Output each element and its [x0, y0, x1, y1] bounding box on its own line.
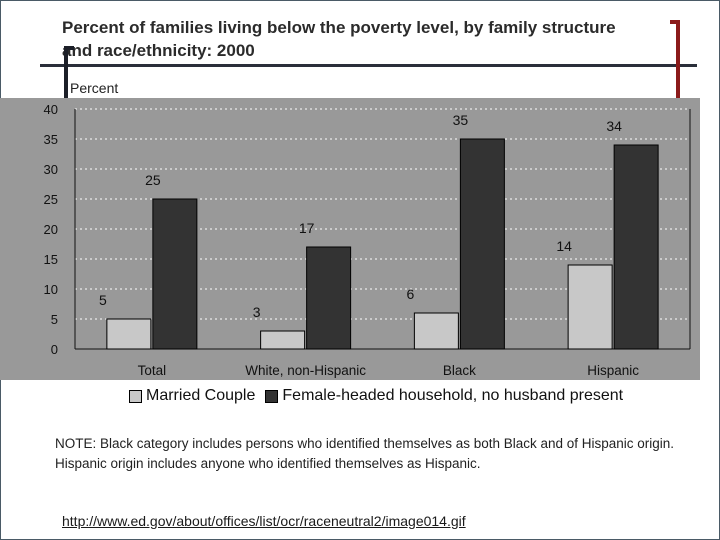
x-tick-label: Black — [443, 363, 476, 378]
data-label-married-couple: 14 — [556, 238, 572, 254]
legend-item-female-headed: Female-headed household, no husband pres… — [265, 387, 623, 405]
y-tick-label: 15 — [44, 252, 58, 267]
y-tick-label: 30 — [44, 162, 58, 177]
bar-female-headed — [613, 144, 659, 350]
data-label-married-couple: 3 — [253, 304, 261, 320]
legend-label-female-headed: Female-headed household, no husband pres… — [282, 387, 624, 404]
bar-married-couple — [413, 312, 459, 350]
data-label-female-headed: 17 — [299, 220, 315, 236]
bar-married-couple — [260, 330, 306, 350]
bar-female-headed — [306, 246, 352, 350]
chart-title: Percent of families living below the pov… — [62, 18, 616, 60]
legend-swatch-married-couple — [129, 389, 142, 403]
data-label-married-couple: 6 — [406, 286, 414, 302]
y-tick-label: 35 — [44, 132, 58, 147]
bar-female-headed — [152, 198, 198, 350]
title-divider — [40, 64, 697, 67]
y-tick-label: 10 — [44, 282, 58, 297]
data-label-female-headed: 35 — [453, 112, 469, 128]
bar-married-couple — [106, 318, 152, 350]
data-label-female-headed: 25 — [145, 172, 161, 188]
x-tick-label: White, non-Hispanic — [245, 363, 366, 378]
legend-label-married-couple: Married Couple — [146, 387, 256, 404]
x-tick-label: Hispanic — [587, 363, 639, 378]
bar-married-couple — [567, 264, 613, 350]
legend-item-married-couple: Married Couple — [129, 387, 255, 405]
chart-note: NOTE: Black category includes persons wh… — [55, 436, 675, 471]
y-tick-label: 25 — [44, 192, 58, 207]
x-tick-label: Total — [138, 363, 167, 378]
y-tick-label: 5 — [51, 312, 58, 327]
data-label-married-couple: 5 — [99, 292, 107, 308]
bar-female-headed — [459, 138, 505, 350]
y-tick-label: 40 — [44, 102, 58, 117]
y-tick-label: 0 — [51, 342, 58, 357]
y-tick-label: 20 — [44, 222, 58, 237]
y-axis-label: Percent — [70, 80, 118, 96]
source-link[interactable]: http://www.ed.gov/about/offices/list/ocr… — [62, 513, 466, 529]
legend-swatch-female-headed — [265, 389, 279, 403]
chart-legend: Married Couple Female-headed household, … — [123, 380, 633, 412]
data-label-female-headed: 34 — [606, 118, 622, 134]
